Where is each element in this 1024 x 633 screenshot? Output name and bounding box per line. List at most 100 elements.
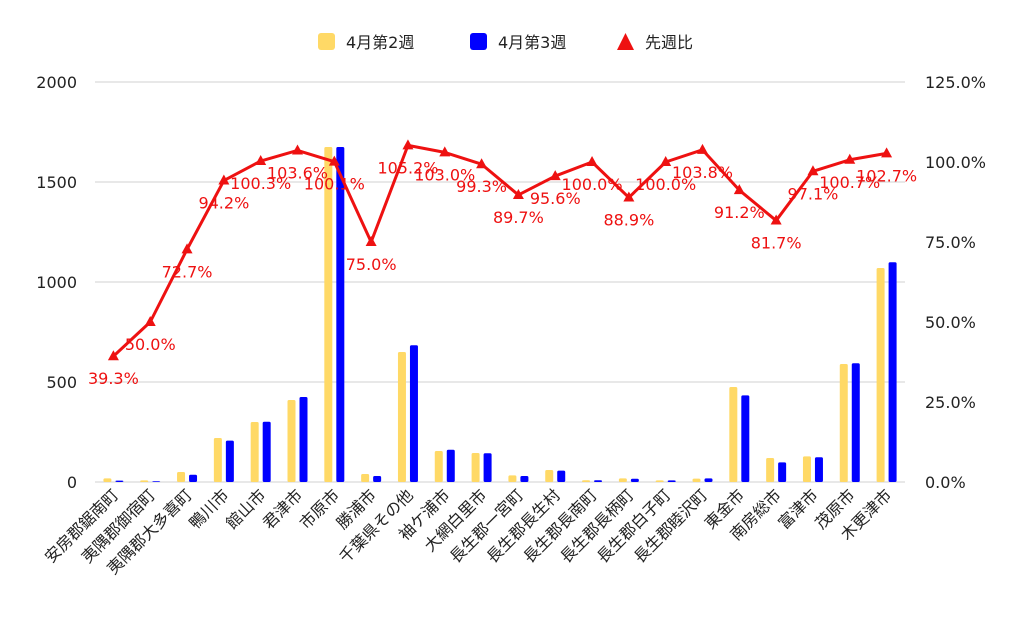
category-label: 館山市 (222, 485, 269, 532)
bar-week2 (213, 438, 222, 482)
bar-week3 (741, 395, 750, 482)
bar-week3 (630, 478, 639, 482)
right-tick-label: 50.0% (925, 313, 976, 332)
ratio-data-label: 103.6% (267, 163, 328, 182)
ratio-data-label: 75.0% (346, 255, 397, 274)
ratio-data-label: 100.7% (819, 173, 880, 192)
bar-week3 (152, 481, 161, 482)
bar-week3 (520, 476, 529, 482)
ratio-data-label: 100.1% (304, 175, 365, 194)
ratio-data-label: 95.6% (530, 189, 581, 208)
category-label: 富津市 (774, 485, 821, 532)
ratio-marker (107, 350, 119, 361)
legend-swatch (318, 33, 335, 50)
bar-week2 (397, 352, 406, 482)
ratio-marker (255, 155, 267, 166)
bar-week3 (336, 147, 345, 482)
ratio-data-label: 99.3% (456, 177, 507, 196)
ratio-marker (660, 156, 672, 166)
left-tick-label: 0 (67, 473, 77, 492)
bar-week3 (225, 440, 234, 482)
ratio-data-label: 94.2% (198, 194, 249, 213)
category-label: 鴨川市 (185, 485, 232, 532)
bar-week3 (851, 363, 860, 482)
bar-week2 (103, 478, 112, 482)
ratio-marker (881, 147, 893, 158)
bar-week3 (409, 345, 418, 482)
bar-week3 (446, 449, 455, 482)
bar-week3 (594, 480, 603, 482)
bar-week2 (545, 470, 554, 482)
left-tick-label: 500 (46, 373, 77, 392)
ratio-marker (218, 174, 230, 185)
bar-week2 (802, 456, 811, 482)
bar-week2 (655, 480, 664, 482)
bar-week2 (766, 458, 775, 482)
ratio-marker (144, 316, 156, 326)
legend-label: 4月第2週 (346, 33, 414, 52)
ratio-data-label: 102.7% (856, 166, 917, 185)
ratio-marker (770, 214, 782, 225)
bar-week2 (324, 147, 333, 482)
ratio-marker (181, 243, 193, 254)
ratio-marker (402, 139, 414, 150)
ratio-data-label: 72.7% (162, 262, 213, 281)
ratio-marker (807, 165, 819, 176)
ratio-data-label: 103.0% (414, 165, 475, 184)
bar-week2 (692, 478, 701, 482)
bar-week3 (483, 453, 492, 482)
right-tick-label: 100.0% (925, 153, 986, 172)
bar-week2 (618, 478, 627, 482)
bar-week2 (140, 480, 149, 482)
left-tick-label: 1000 (36, 273, 77, 292)
legend-swatch (470, 33, 487, 50)
ratio-marker (697, 143, 708, 154)
ratio-marker (292, 144, 303, 155)
ratio-data-label: 89.7% (493, 208, 544, 227)
legend: 4月第2週 4月第3週 先週比 (318, 33, 693, 52)
ratio-marker (328, 155, 340, 166)
ratio-data-label: 100.0% (635, 175, 696, 194)
bar-week2 (729, 387, 738, 482)
bar-week3 (888, 262, 897, 482)
gridlines (95, 81, 905, 483)
bar-week2 (287, 400, 296, 482)
ratio-line (112, 143, 887, 358)
bar-week2 (434, 451, 443, 482)
right-tick-label: 75.0% (925, 233, 976, 252)
ratio-data-label: 97.1% (788, 184, 839, 203)
ratio-marker (365, 236, 377, 246)
ratio-data-label: 88.9% (603, 211, 654, 230)
right-tick-label: 125.0% (925, 73, 986, 92)
bar-week2 (471, 453, 480, 482)
ratio-marker (549, 170, 561, 181)
ratio-marker (844, 153, 856, 164)
right-tick-label: 0.0% (925, 473, 966, 492)
legend-label: 4月第3週 (498, 33, 566, 52)
bar-week2 (876, 268, 885, 482)
ratio-data-label: 105.2% (377, 158, 438, 177)
left-tick-label: 2000 (36, 73, 77, 92)
category-label: 君津市 (259, 485, 306, 532)
ratio-data-label: 91.2% (714, 203, 765, 222)
ratio-marker (512, 188, 524, 199)
bar-week3 (778, 462, 787, 482)
category-labels: 安房郡鋸南町夷隅郡御宿町夷隅郡大多喜町鴨川市館山市君津市市原市勝浦市千葉県その他… (41, 485, 896, 578)
bar-week2 (839, 364, 848, 482)
category-label: 市原市 (296, 485, 343, 532)
bar-week3 (115, 480, 124, 482)
left-tick-label: 1500 (36, 173, 77, 192)
legend-label: 先週比 (645, 33, 693, 52)
bar-week3 (704, 478, 713, 482)
bar-week2 (177, 472, 186, 482)
right-tick-label: 25.0% (925, 393, 976, 412)
ratio-marker (733, 184, 745, 195)
bar-week2 (582, 480, 591, 482)
ratio-data-label: 50.0% (125, 335, 176, 354)
bar-week3 (262, 421, 271, 482)
bar-series (103, 147, 897, 482)
bar-week3 (373, 476, 382, 482)
ratio-data-label: 103.8% (672, 163, 733, 182)
ratio-marker (623, 191, 635, 202)
